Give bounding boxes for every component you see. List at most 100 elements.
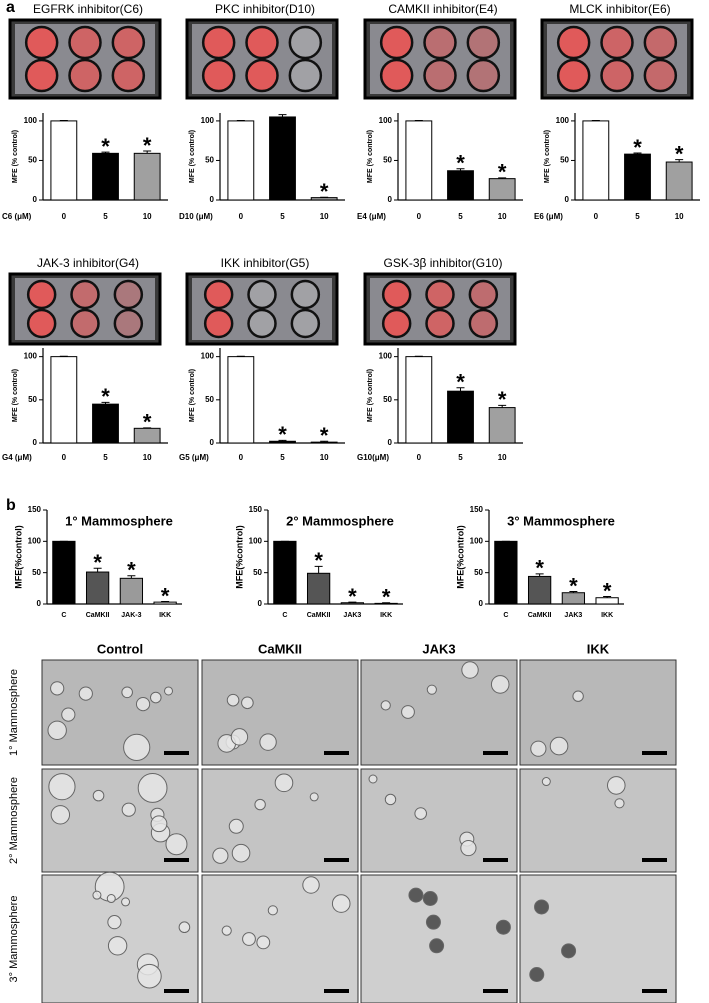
- micrograph: [519, 768, 677, 873]
- scale-bar: [642, 751, 667, 755]
- error-bar: [633, 152, 642, 155]
- sphere: [228, 818, 244, 834]
- x-tick-label: 5: [103, 212, 108, 221]
- error-bar: [101, 401, 110, 405]
- sphere: [50, 805, 71, 825]
- sphere: [135, 696, 151, 712]
- sphere: [380, 700, 391, 711]
- bar: [494, 540, 518, 605]
- error-bar: [320, 440, 329, 443]
- bar: [447, 390, 474, 444]
- sphere: [230, 728, 249, 746]
- well: [203, 308, 234, 339]
- sphere: [121, 897, 131, 907]
- sphere: [107, 915, 122, 930]
- y-tick-label: 0: [210, 195, 215, 204]
- sphere: [78, 686, 93, 701]
- well: [423, 58, 457, 93]
- x-tick-label: JAK-3: [121, 612, 141, 619]
- error-bar: [143, 150, 152, 154]
- x-axis-label: G10(μM): [357, 453, 389, 462]
- bar: [52, 540, 76, 605]
- y-tick-label: 100: [249, 536, 263, 545]
- x-tick-label: 10: [143, 212, 152, 221]
- chart-title: IKK inhibitor(G5): [221, 256, 310, 270]
- well: [113, 308, 144, 339]
- well: [111, 58, 146, 93]
- well: [201, 25, 236, 60]
- significance-mark: *: [143, 410, 152, 435]
- significance-mark: *: [101, 134, 110, 159]
- x-tick-label: 10: [143, 453, 152, 462]
- significance-mark: *: [633, 135, 642, 160]
- sphere: [331, 894, 351, 913]
- x-axis-label: G5 (μM): [179, 453, 209, 462]
- well: [468, 279, 499, 310]
- x-tick-label: IKK: [601, 612, 613, 619]
- error-bar: [456, 168, 465, 171]
- y-tick-label: 50: [560, 156, 569, 165]
- error-bar: [278, 439, 287, 442]
- significance-mark: *: [498, 160, 507, 185]
- y-tick-label: 100: [379, 116, 393, 125]
- error-bar: [569, 590, 578, 593]
- scale-bar: [483, 751, 508, 755]
- sphere: [414, 807, 428, 820]
- well: [290, 279, 321, 310]
- sphere: [121, 802, 136, 817]
- error-bar: [535, 573, 544, 577]
- micrograph-column-label: JAK3: [422, 641, 455, 656]
- x-tick-label: CaMKII: [307, 612, 331, 619]
- sphere: [274, 773, 294, 793]
- sphere: [302, 876, 320, 894]
- sphere: [490, 675, 510, 694]
- x-tick-label: 0: [417, 212, 422, 221]
- chart-title: GSK-3β inhibitor(G10): [384, 256, 503, 270]
- micrograph-row-label: 2° Mammosphere: [8, 777, 20, 864]
- sphere: [460, 839, 477, 857]
- micrograph: [360, 659, 518, 766]
- bar: [227, 356, 255, 444]
- sphere: [61, 707, 76, 722]
- scale-bar: [164, 858, 189, 862]
- scale-bar: [164, 751, 189, 755]
- sphere: [401, 705, 415, 719]
- scale-bar: [483, 858, 508, 862]
- bar: [582, 120, 610, 201]
- x-tick-label: 0: [239, 212, 244, 221]
- significance-mark: *: [456, 370, 465, 395]
- sphere: [384, 793, 397, 806]
- well: [379, 58, 414, 93]
- sphere: [165, 833, 188, 856]
- significance-mark: *: [603, 578, 612, 603]
- scale-bar: [324, 989, 349, 993]
- sphere: [123, 733, 151, 761]
- micrograph-column-label: Control: [97, 641, 143, 656]
- chart-title: MLCK inhibitor(E6): [569, 2, 670, 16]
- well: [113, 279, 144, 310]
- bar: [665, 161, 693, 201]
- x-tick-label: 10: [498, 453, 507, 462]
- y-tick-label: 50: [28, 395, 37, 404]
- significance-mark: *: [348, 584, 357, 609]
- significance-mark: *: [569, 573, 578, 598]
- x-tick-label: JAK3: [564, 612, 582, 619]
- sphere: [254, 798, 266, 811]
- error-bar: [675, 159, 684, 163]
- x-tick-label: C: [503, 612, 508, 619]
- well: [247, 279, 277, 310]
- well: [425, 279, 455, 310]
- bar: [306, 572, 331, 605]
- sphere: [121, 686, 133, 699]
- sphere: [259, 733, 277, 751]
- y-tick-label: 50: [32, 568, 41, 577]
- bar: [92, 152, 119, 201]
- x-tick-label: 0: [594, 212, 599, 221]
- sphere: [606, 776, 626, 795]
- y-axis-label: MFE(%control): [13, 525, 23, 589]
- well: [247, 308, 277, 339]
- micrograph-column-label: IKK: [587, 641, 610, 656]
- well: [425, 308, 455, 339]
- x-tick-label: 0: [417, 453, 422, 462]
